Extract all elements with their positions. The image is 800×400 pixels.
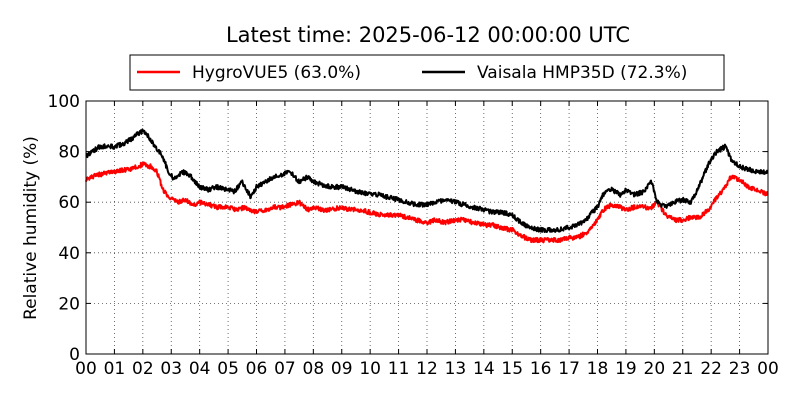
x-tick-label: 01 [104, 359, 126, 379]
x-tick-label: 21 [672, 359, 694, 379]
x-tick-label: 09 [331, 359, 353, 379]
legend: HygroVUE5 (63.0%) Vaisala HMP35D (72.3%) [129, 54, 725, 91]
x-tick-label: 14 [473, 359, 495, 379]
x-tick-label: 17 [558, 359, 580, 379]
x-tick-labels: 00 01 02 03 04 05 06 07 08 09 10 11 12 13 14 15 16 17 18 19… [75, 359, 779, 379]
x-tick-label: 16 [530, 359, 552, 379]
x-tick-label: 05 [217, 359, 239, 379]
y-tick-label: 20 [58, 294, 80, 314]
y-tick-label: 0 [69, 345, 80, 365]
x-tick-label: 19 [615, 359, 637, 379]
y-tick-labels: 0 20 40 60 80 100 [48, 92, 80, 365]
x-tick-label: 23 [729, 359, 751, 379]
x-tick-label: 10 [359, 359, 381, 379]
x-tick-label: 06 [246, 359, 268, 379]
hygrovue5-series-line [85, 161, 769, 244]
x-tick-label: 12 [416, 359, 438, 379]
x-tick-label: 08 [303, 359, 325, 379]
series-lines [85, 128, 769, 244]
grid-lines [86, 101, 768, 354]
x-tick-label: 11 [388, 359, 410, 379]
y-tick-label: 40 [58, 244, 80, 264]
x-tick-label: 04 [189, 359, 211, 379]
x-tick-label: 07 [274, 359, 296, 379]
x-tick-label: 00 [75, 359, 97, 379]
y-axis-label: Relative humidity (%) [21, 136, 41, 320]
x-tick-label: 15 [501, 359, 523, 379]
y-tick-label: 100 [48, 92, 80, 112]
x-tick-label: 13 [445, 359, 467, 379]
chart-title: Latest time: 2025-06-12 00:00:00 UTC [226, 23, 630, 47]
legend-label-vaisala: Vaisala HMP35D (72.3%) [477, 63, 687, 83]
x-tick-label: 18 [587, 359, 609, 379]
x-tick-label: 20 [644, 359, 666, 379]
legend-label-hygrovue5: HygroVUE5 (63.0%) [192, 63, 361, 83]
x-tick-label: 22 [700, 359, 722, 379]
vaisala-series-line [85, 128, 769, 233]
x-tick-label: 02 [132, 359, 154, 379]
x-tick-label: 00 [757, 359, 779, 379]
axis-ticks [85, 100, 769, 355]
x-tick-label: 03 [160, 359, 182, 379]
y-tick-label: 80 [58, 143, 80, 163]
plot-frame [85, 100, 769, 355]
y-tick-label: 60 [58, 193, 80, 213]
